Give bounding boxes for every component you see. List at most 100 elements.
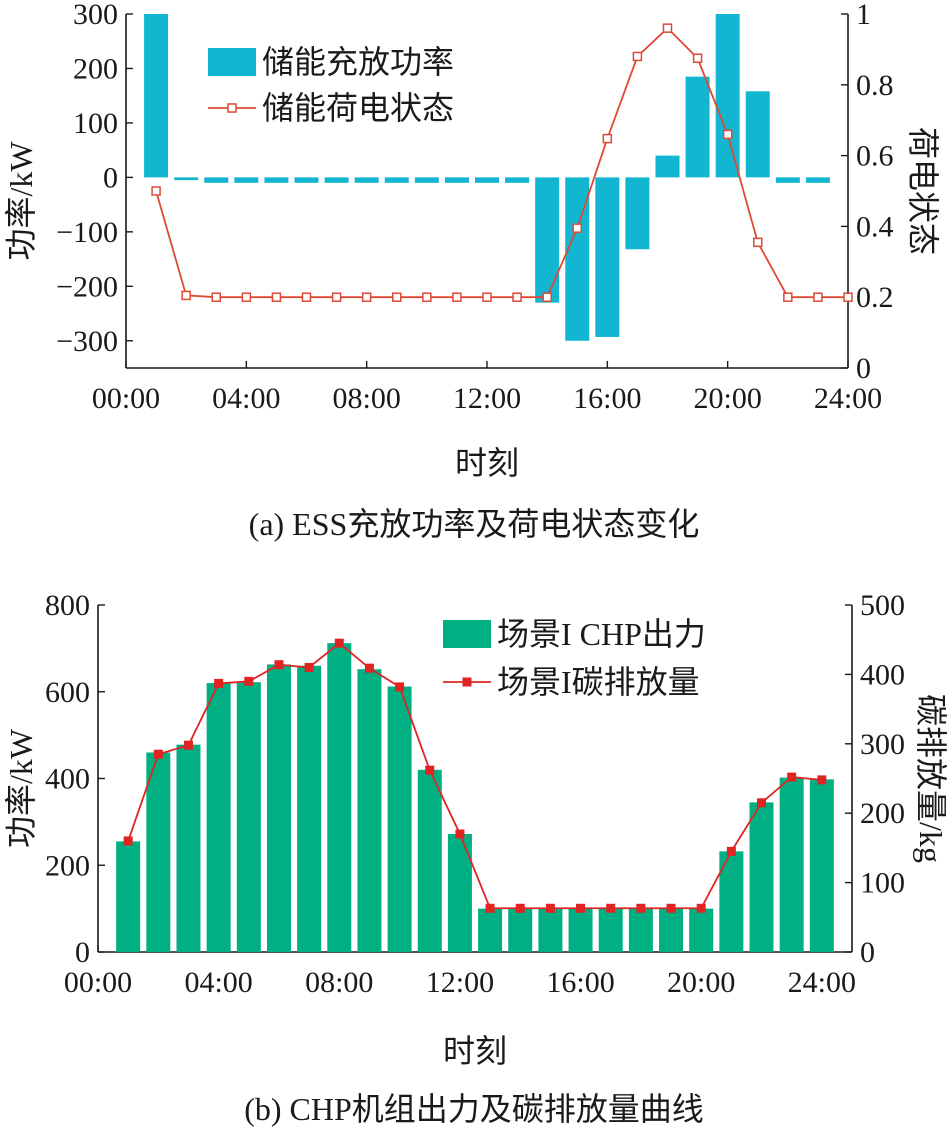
line-point [485,903,495,913]
x-tick-label: 00:00 [92,382,160,415]
line-point [331,292,342,302]
bar-20 [715,14,740,178]
line-point [211,292,221,302]
x-tick-label: 12:00 [453,382,521,415]
bar-19 [685,76,710,178]
line-point [512,292,522,302]
line-point [722,129,733,140]
bar-6 [266,664,291,952]
x-tick-label: 00:00 [64,966,132,999]
y2-axis-label: 碳排放量/kg [913,694,949,863]
bar-5 [264,177,289,183]
y2-tick-label: 1 [856,0,871,31]
bar-18 [628,908,653,952]
y-tick-label: 600 [45,676,90,709]
line-series [155,26,848,299]
line-point [392,292,402,302]
y2-tick-label: 500 [860,589,905,622]
line-point [783,292,793,302]
line-point [843,292,853,302]
x-tick-label: 16:00 [546,966,614,999]
y2-tick-label: 0.6 [856,140,894,173]
chart-a: 00:00 04:00 08:00 12:00 16:00 20:00 24:00 300 20… [3,0,941,542]
x-tick-label: 24:00 [814,382,882,415]
y2-tick-label: 0.4 [856,210,894,243]
line-point [576,903,586,913]
line-point [361,292,372,302]
y-tick-label: −100 [56,216,118,249]
bar-20 [689,908,714,952]
line-point [666,903,676,913]
bar-22 [749,802,774,952]
line-point [241,292,252,302]
legend-marker [227,103,237,113]
line-point [726,846,736,856]
y-axis-label: 功率/kW [3,728,39,848]
y2-axis-label: 荷电状态 [905,127,941,255]
x-tick-label: 04:00 [184,966,252,999]
chart-b: 00:00 04:00 08:00 12:00 16:00 20:00 24:00 800 60… [3,589,949,1127]
line-point [304,662,314,672]
x-tick-label: 20:00 [667,966,735,999]
y-tick-label: 100 [73,107,118,140]
x-tick-label: 24:00 [788,966,856,999]
x-tick-label: 08:00 [332,382,400,415]
line-point [183,740,193,750]
bar-16 [568,908,593,952]
line-point [452,292,462,302]
bar-14 [535,177,560,303]
x-tick-label: 08:00 [305,966,373,999]
bar-7 [324,177,349,183]
bar-1 [116,841,141,952]
line-point [545,903,555,913]
x-tick-label: 12:00 [426,966,494,999]
line-point [153,749,163,759]
line-point [542,292,552,302]
bar-23 [805,177,830,183]
legend-swatch-bar [443,620,491,648]
bar-9 [357,669,382,952]
line-point [606,903,616,913]
line-point [515,903,525,913]
y-axis-label: 功率/kW [3,141,39,261]
x-tick-label: 16:00 [573,382,641,415]
y-tick-label: −300 [56,325,118,358]
bar-17 [598,908,623,952]
y-tick-label: 0 [103,161,118,194]
figure-caption: (a) ESS充放功率及荷电状态变化 [249,506,700,542]
bar-11 [417,769,442,952]
x-tick-label: 20:00 [693,382,761,415]
line-point [395,682,405,692]
line-point [572,223,582,233]
line-point [425,765,435,775]
line-point [636,903,646,913]
line-point [632,51,643,62]
y2-tick-label: 400 [860,658,905,691]
bar-24 [809,779,834,952]
line-point [455,829,465,839]
bar-18 [655,155,680,178]
bar-21 [745,91,770,178]
y-tick-label: 300 [73,0,118,31]
line-point [151,186,161,196]
y-tick-label: 200 [73,52,118,85]
line-point [274,660,284,670]
y2-tick-label: 100 [860,867,905,900]
legend-label-bar: 储能充放功率 [262,44,454,80]
line-series [127,642,822,910]
line-point [482,292,492,302]
bar-2 [146,752,171,952]
bar-9 [384,177,409,183]
y-tick-label: 200 [45,849,90,882]
legend-label-line: 场景I碳排放量 [497,664,700,700]
line-point [244,676,254,686]
line-point [696,903,706,913]
line-point [757,798,767,808]
bar-19 [659,908,684,952]
line-point [787,772,797,782]
legend-label-bar: 场景I CHP出力 [497,616,706,652]
y-tick-label: 400 [45,763,90,796]
x-axis-label: 时刻 [455,445,519,481]
